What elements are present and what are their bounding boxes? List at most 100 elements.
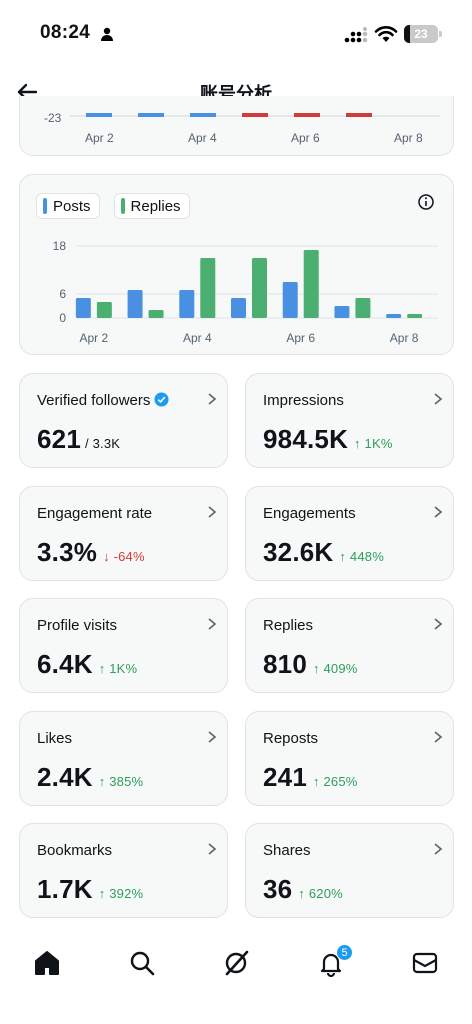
bar-posts-apr-4[interactable] [179,290,195,318]
stat-label: Engagement rate [37,505,153,522]
stat-card-reposts[interactable]: Reposts 241 ↑ 265% [245,711,454,806]
y-tick-label: 18 [53,239,67,253]
stat-card-verified-followers[interactable]: Verified followers 621/ 3.3K [19,373,228,468]
partial-x-tick: Apr 4 [188,131,217,145]
bar-posts-apr-8[interactable] [386,314,402,318]
partial-y-tick: -23 [44,111,62,125]
chevron-right-icon [434,843,443,855]
legend-posts-label: Posts [53,197,91,215]
chevron-right-icon [208,618,217,630]
stat-number: 6.4K [37,649,93,679]
stat-delta: ↑ 409% [312,661,358,676]
stat-delta: ↓ -64% [103,549,145,564]
stat-card-engagement-rate[interactable]: Engagement rate 3.3% ↓ -64% [19,486,228,581]
stat-card-likes[interactable]: Likes 2.4K ↑ 385% [19,711,228,806]
bar-posts-apr-3[interactable] [127,290,143,318]
posts-replies-chart-card[interactable]: Posts Replies 0 6 18 Apr 2 Apr 4 Apr 6 Apr 8 [19,174,454,355]
stat-delta: ↑ 392% [98,886,144,901]
stat-label: Verified followers [37,392,169,409]
notifications-badge: 5 [336,944,353,961]
x-tick-label: Apr 6 [286,331,315,345]
y-tick-label: 0 [59,311,66,325]
stat-card-profile-visits[interactable]: Profile visits 6.4K ↑ 1K% [19,598,228,693]
stat-value: 621/ 3.3K [37,424,120,455]
chevron-right-icon [434,393,443,405]
bar-replies-apr-2[interactable] [96,302,112,318]
stat-number: 3.3% [37,537,98,567]
mail-icon[interactable] [410,948,440,978]
stat-label: Engagements [263,505,356,522]
x-tick-label: Apr 2 [80,331,109,345]
stat-sub: / 3.3K [84,436,121,451]
stat-card-shares[interactable]: Shares 36 ↑ 620% [245,823,454,918]
person-icon [101,27,113,41]
bar-replies-apr-5[interactable] [252,258,267,318]
stat-value: 241 ↑ 265% [263,762,358,793]
status-bar: 08:24 23 [0,0,472,70]
bar-replies-apr-7[interactable] [355,298,371,318]
bar-replies-apr-8[interactable] [407,314,423,318]
bar-chart: 0 6 18 Apr 2 Apr 4 Apr 6 Apr 8 [53,239,438,345]
stat-number: 32.6K [263,537,334,567]
stat-delta: ↑ 448% [339,549,384,564]
legend-replies-label: Replies [130,197,181,215]
chevron-right-icon [434,731,443,743]
wifi-icon [374,26,398,42]
stat-card-engagements[interactable]: Engagements 32.6K ↑ 448% [245,486,454,581]
bar-replies-apr-3[interactable] [148,310,164,318]
stat-number: 36 [263,874,293,904]
chevron-right-icon [434,506,443,518]
chevron-right-icon [208,843,217,855]
stat-value: 810 ↑ 409% [263,649,358,680]
stat-delta: ↑ 620% [298,886,343,901]
stat-card-replies[interactable]: Replies 810 ↑ 409% [245,598,454,693]
partial-x-tick: Apr 8 [394,131,423,145]
status-time: 08:24 [40,22,91,43]
stat-number: 1.7K [37,874,93,904]
verified-badge-icon [154,392,169,407]
legend-posts[interactable]: Posts [36,193,100,219]
x-tick-label: Apr 8 [390,331,419,345]
home-icon[interactable] [32,948,62,978]
chevron-right-icon [434,618,443,630]
stat-delta: ↑ 1K% [98,661,138,676]
chevron-right-icon [208,506,217,518]
info-icon[interactable] [417,193,435,211]
bar-posts-apr-5[interactable] [231,298,246,318]
bell-icon[interactable] [316,948,346,978]
search-icon[interactable] [127,948,157,978]
stat-value: 1.7K ↑ 392% [37,874,143,905]
stat-number: 810 [263,649,307,679]
stat-delta: ↑ 265% [312,774,358,789]
stat-value: 36 ↑ 620% [263,874,343,905]
stat-card-bookmarks[interactable]: Bookmarks 1.7K ↑ 392% [19,823,228,918]
cellular-signal-icon [344,27,368,43]
stat-label: Impressions [263,392,344,409]
stat-number: 2.4K [37,762,93,792]
stat-value: 984.5K ↑ 1K% [263,424,393,455]
legend-replies[interactable]: Replies [113,193,190,219]
stat-delta: ↑ 1K% [354,436,393,451]
battery-level: 23 [414,27,428,41]
stat-card-impressions[interactable]: Impressions 984.5K ↑ 1K% [245,373,454,468]
stat-delta: ↑ 385% [98,774,144,789]
partial-x-tick: Apr 2 [85,131,114,145]
stat-label: Reposts [263,730,319,747]
chevron-right-icon [208,731,217,743]
battery-indicator: 23 [404,25,438,43]
y-tick-label: 6 [59,287,66,301]
stat-value: 6.4K ↑ 1K% [37,649,137,680]
partial-chart-card[interactable]: -23 Apr 2 Apr 4 Apr 6 Apr 8 [19,96,454,156]
bar-posts-apr-6[interactable] [282,282,298,318]
bar-replies-apr-4[interactable] [200,258,216,318]
partial-x-tick: Apr 6 [291,131,320,145]
grok-icon[interactable] [221,948,251,978]
bar-posts-apr-2[interactable] [75,298,91,318]
stat-value: 3.3% ↓ -64% [37,537,145,568]
bar-posts-apr-7[interactable] [334,306,350,318]
stat-label: Replies [263,617,314,634]
bar-replies-apr-6[interactable] [303,250,319,318]
stat-number: 621 [37,424,81,454]
chevron-right-icon [208,393,217,405]
stat-label: Likes [37,730,73,747]
